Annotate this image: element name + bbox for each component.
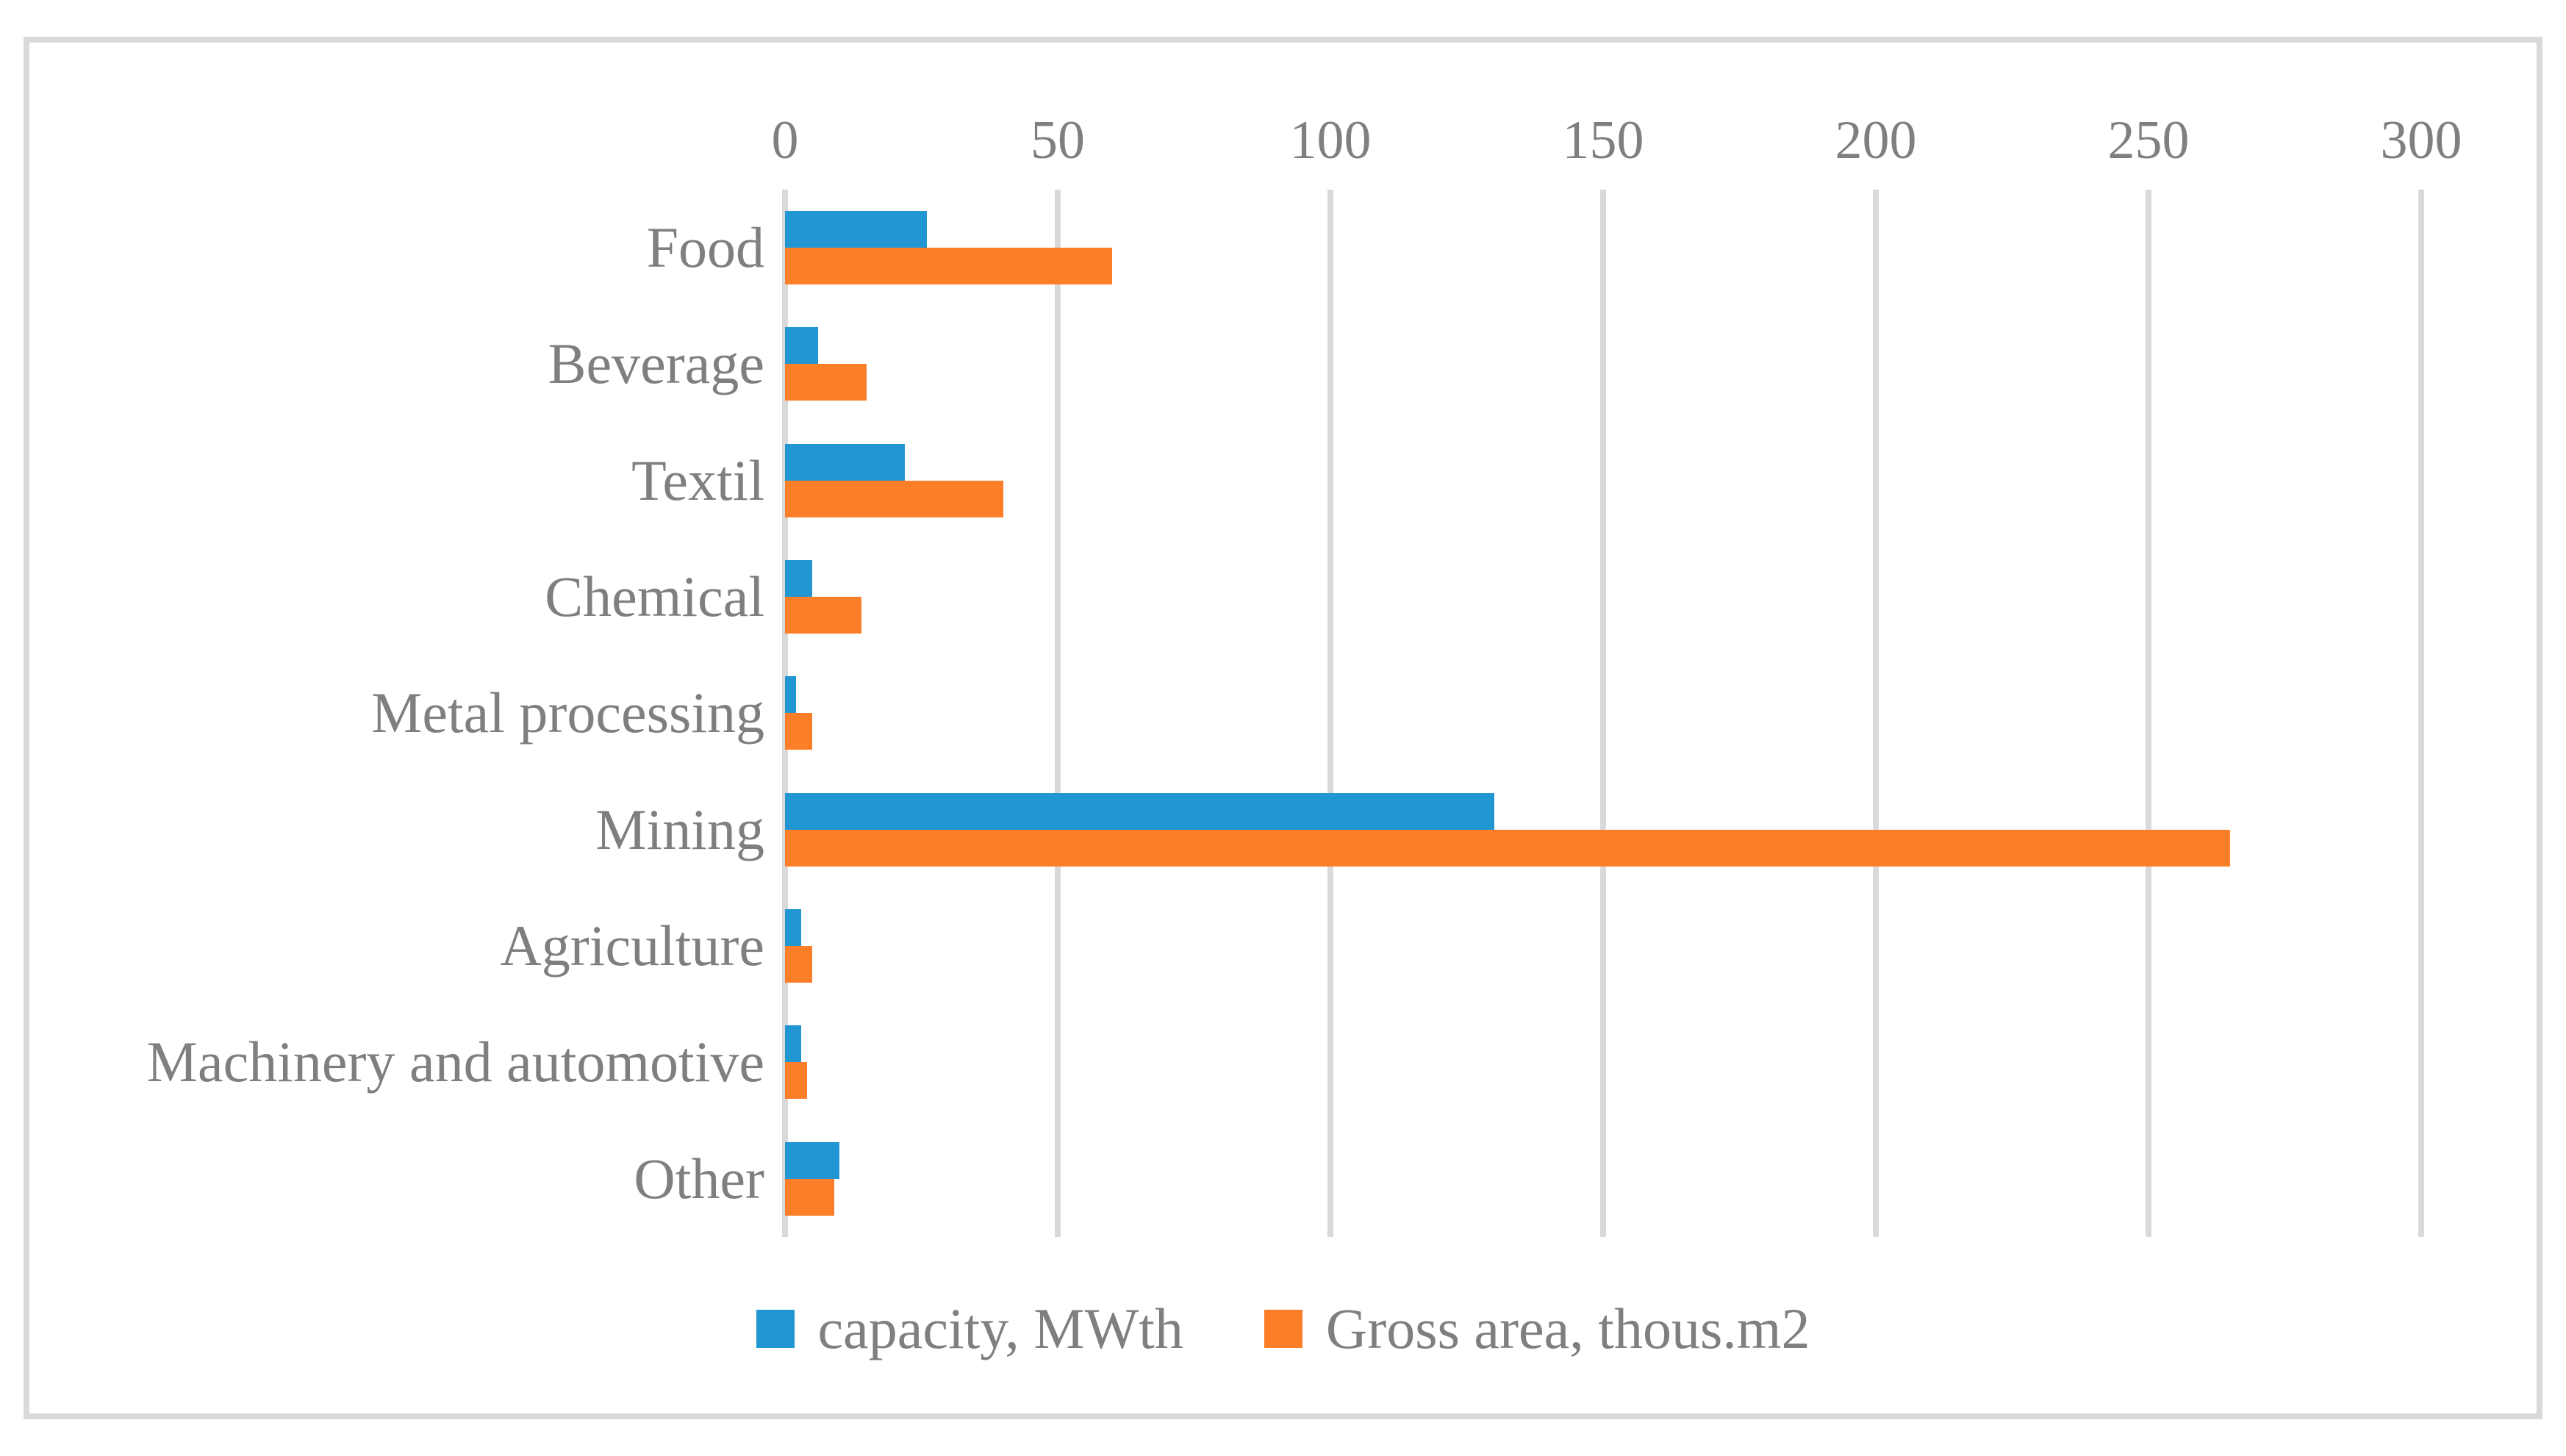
gridline-50 (1055, 190, 1061, 1237)
bar-capacity-beverage (785, 327, 818, 365)
bar-gross-area-metal-processing (785, 713, 813, 750)
category-row-mining (785, 772, 2421, 888)
category-row-agriculture (785, 888, 2421, 1004)
chart-frame: 0 50 100 150 200 250 300 Food Beverage Textil Che… (24, 37, 2542, 1419)
legend: capacity, MWth Gross area, thous.m2 (29, 1296, 2537, 1362)
bar-gross-area-textil (785, 480, 1003, 517)
y-axis-labels: Food Beverage Textil Chemical Metal processi… (29, 190, 764, 1237)
gridline-150 (1600, 190, 1606, 1237)
category-label-chemical: Chemical (545, 564, 764, 629)
x-tick-label-200: 200 (1835, 110, 1917, 171)
bar-capacity-other (785, 1141, 840, 1179)
category-label-agriculture: Agriculture (500, 914, 764, 978)
bars (785, 190, 2421, 1237)
bar-capacity-agriculture (785, 909, 802, 947)
category-row-other (785, 1121, 2421, 1237)
bar-gross-area-beverage (785, 364, 867, 401)
legend-label-gross-area: Gross area, thous.m2 (1325, 1297, 1810, 1360)
category-row-machinery-and-automotive (785, 1004, 2421, 1120)
category-label-row: Other (29, 1121, 764, 1237)
category-label-food: Food (646, 215, 764, 280)
bar-capacity-mining (785, 792, 1494, 830)
x-axis: 0 50 100 150 200 250 300 (772, 107, 2462, 173)
capacity-series-swatch (756, 1310, 795, 1348)
x-tick-label-50: 50 (1031, 110, 1085, 171)
category-label-machinery-and-automotive: Machinery and automotive (146, 1030, 764, 1094)
x-tick-label-0: 0 (771, 110, 799, 171)
legend-item-gross-area: Gross area, thous.m2 (1264, 1296, 1810, 1362)
bar-capacity-food (785, 211, 927, 248)
gridline-200 (1873, 190, 1879, 1237)
plot-area (782, 190, 2424, 1237)
bar-gross-area-other (785, 1178, 834, 1216)
gridline-100 (1327, 190, 1333, 1237)
gridline-250 (2146, 190, 2151, 1237)
category-label-row: Textil (29, 423, 764, 539)
bar-gross-area-machinery-and-automotive (785, 1062, 807, 1100)
category-label-other: Other (634, 1146, 764, 1211)
x-tick-label-100: 100 (1289, 110, 1372, 171)
category-label-row: Mining (29, 772, 764, 888)
bar-capacity-chemical (785, 560, 813, 598)
category-label-row: Agriculture (29, 888, 764, 1004)
x-tick-label-250: 250 (2107, 110, 2190, 171)
category-label-mining: Mining (595, 797, 764, 861)
bar-gross-area-chemical (785, 597, 861, 634)
category-row-metal-processing (785, 655, 2421, 771)
category-row-textil (785, 423, 2421, 539)
category-label-row: Food (29, 190, 764, 306)
legend-label-capacity: capacity, MWth (817, 1297, 1183, 1360)
bar-capacity-metal-processing (785, 676, 796, 714)
category-label-row: Machinery and automotive (29, 1004, 764, 1120)
category-label-beverage: Beverage (548, 331, 764, 396)
category-label-row: Beverage (29, 306, 764, 422)
x-tick-label-150: 150 (1562, 110, 1644, 171)
bar-gross-area-food (785, 248, 1113, 285)
bar-capacity-textil (785, 443, 906, 481)
category-row-food (785, 190, 2421, 306)
gridline-300 (2418, 190, 2424, 1237)
x-tick-label-300: 300 (2380, 110, 2462, 171)
bar-gross-area-agriculture (785, 946, 813, 983)
category-row-beverage (785, 306, 2421, 422)
category-label-row: Metal processing (29, 655, 764, 771)
gross-area-series-swatch (1264, 1310, 1302, 1348)
category-label-metal-processing: Metal processing (370, 681, 764, 745)
category-label-row: Chemical (29, 539, 764, 655)
bar-gross-area-mining (785, 829, 2231, 867)
legend-item-capacity: capacity, MWth (756, 1296, 1183, 1362)
category-label-textil: Textil (631, 448, 764, 512)
bar-capacity-machinery-and-automotive (785, 1025, 802, 1063)
category-row-chemical (785, 539, 2421, 655)
